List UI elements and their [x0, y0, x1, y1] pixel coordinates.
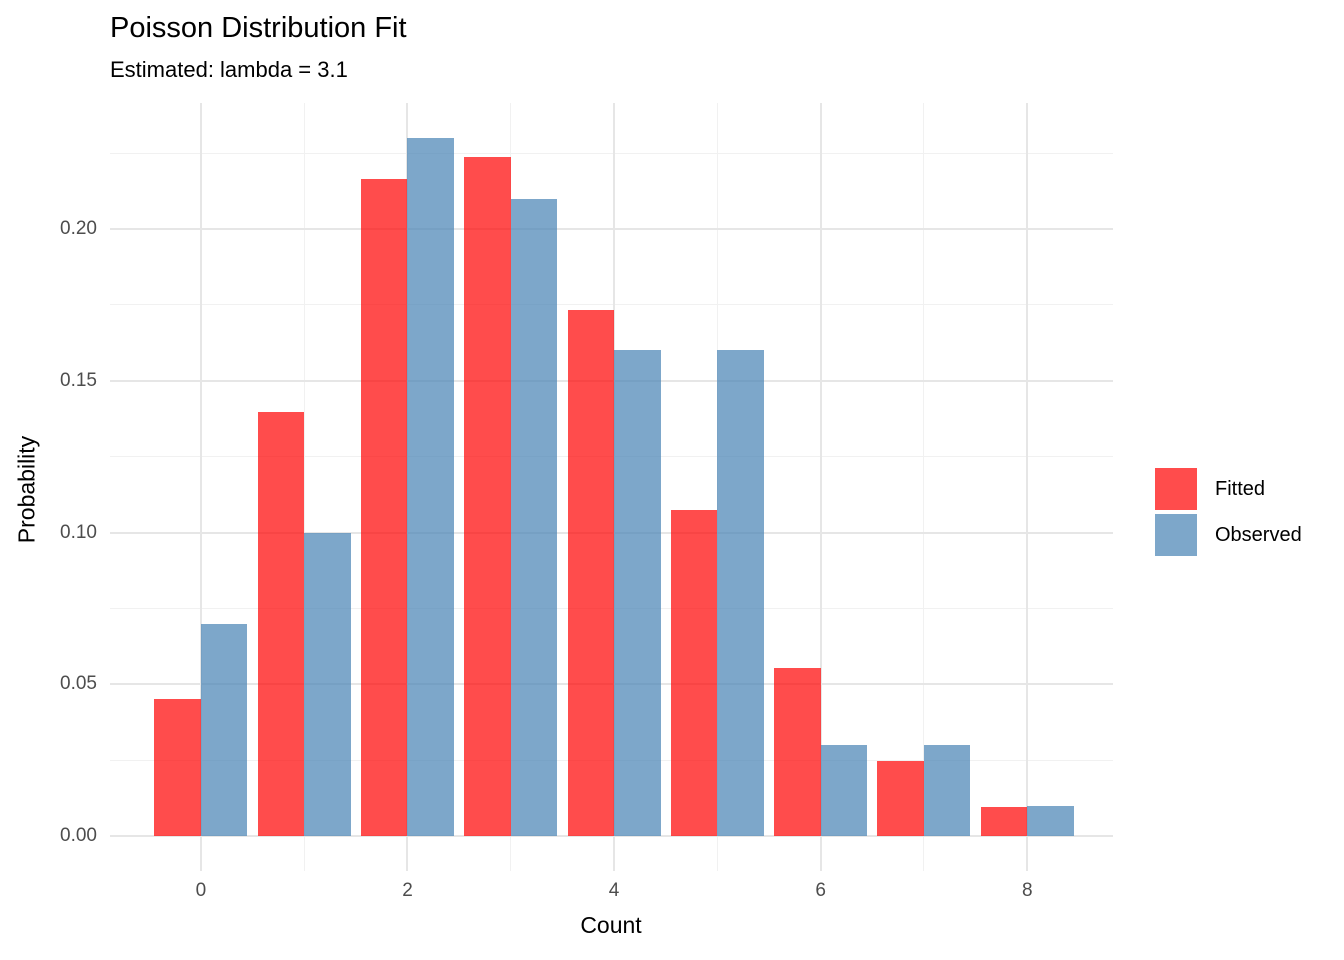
bar-fitted-3: [464, 157, 511, 837]
grid-major-horizontal: [110, 227, 1113, 230]
x-tick-label: 6: [815, 880, 826, 901]
grid-minor-vertical: [303, 103, 305, 871]
x-axis-title: Count: [580, 912, 642, 938]
grid-minor-horizontal: [110, 152, 1113, 154]
bar-observed-1: [304, 532, 351, 837]
bar-observed-7: [923, 745, 971, 837]
bar-fitted-5: [670, 509, 718, 837]
legend-item-observed: Observed: [1155, 514, 1302, 556]
chart-subtitle: Estimated: lambda = 3.1: [110, 57, 348, 82]
grid-minor-vertical: [923, 103, 925, 871]
bar-observed-2: [407, 137, 454, 837]
bar-observed-3: [510, 198, 558, 837]
legend-label-observed: Observed: [1215, 523, 1302, 546]
y-axis-title: Probability: [13, 435, 40, 544]
y-tick-label: 0.00: [60, 825, 97, 847]
legend-key-observed: [1155, 514, 1197, 556]
bar-fitted-0: [154, 699, 201, 837]
bar-fitted-7: [877, 761, 924, 837]
plot-panel: [110, 103, 1113, 871]
bar-fitted-1: [257, 412, 305, 837]
grid-major-vertical: [1026, 103, 1029, 871]
chart-title: Poisson Distribution Fit: [110, 12, 407, 44]
y-tick-label: 0.15: [60, 369, 97, 391]
bar-fitted-6: [774, 667, 821, 837]
x-tick-label: 4: [608, 880, 620, 901]
grid-major-horizontal: [110, 835, 1113, 838]
legend: Fitted Observed: [1155, 468, 1302, 560]
bar-fitted-4: [567, 309, 615, 837]
bar-observed-6: [820, 745, 868, 837]
bar-observed-4: [614, 350, 661, 837]
grid-minor-horizontal: [110, 304, 1113, 306]
grid-major-vertical: [819, 103, 822, 871]
x-tick-label: 8: [1021, 880, 1033, 901]
legend-item-fitted: Fitted: [1155, 468, 1302, 510]
x-tick-label: 0: [195, 880, 207, 901]
x-tick-label: 2: [402, 880, 413, 901]
legend-label-fitted: Fitted: [1215, 477, 1266, 500]
y-tick-label: 0.20: [60, 217, 97, 239]
bar-fitted-8: [980, 807, 1028, 837]
y-tick-label: 0.05: [60, 673, 97, 695]
y-tick-label: 0.10: [60, 521, 97, 543]
legend-key-fitted: [1155, 468, 1197, 510]
bar-fitted-2: [361, 178, 408, 837]
bar-observed-8: [1027, 805, 1074, 837]
bar-observed-0: [200, 623, 248, 837]
bar-observed-5: [717, 350, 764, 837]
grid-major-vertical: [199, 103, 202, 871]
